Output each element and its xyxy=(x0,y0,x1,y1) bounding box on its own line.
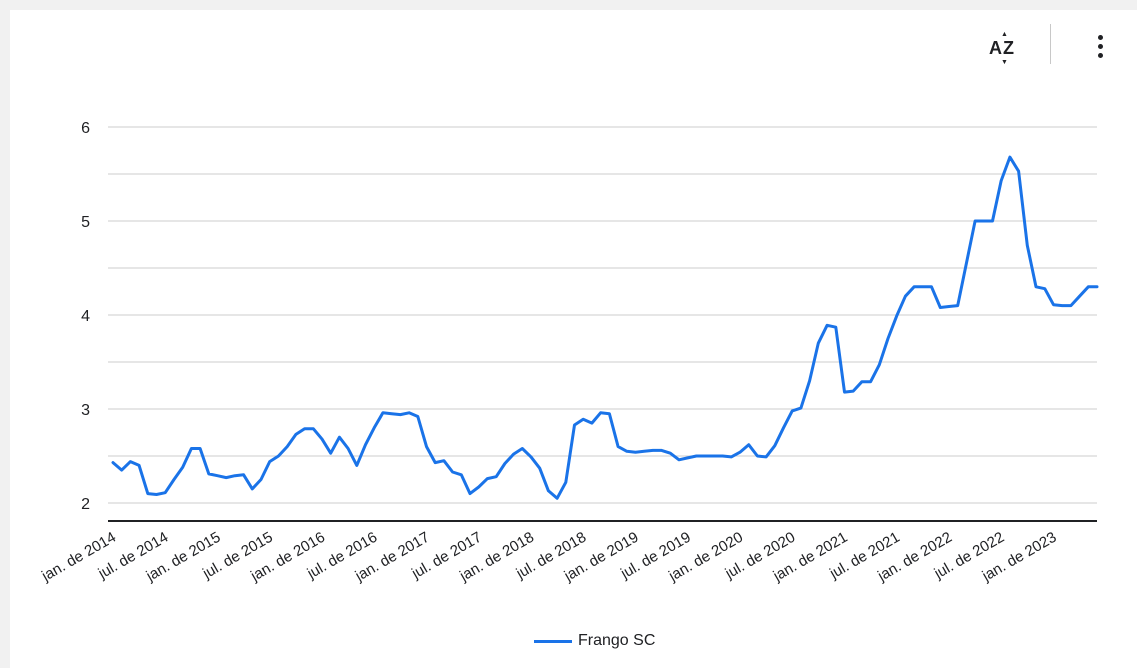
sort-az-button[interactable]: AZ ▲ ▼ xyxy=(982,30,1022,66)
chart-card: AZ ▲ ▼ 2 3 4 5 6 jan. de 2014 jul. de 2014 jan.… xyxy=(10,10,1137,668)
y-tick-label: 5 xyxy=(81,214,90,231)
y-tick-label: 2 xyxy=(81,496,90,513)
series-line-frango-sc xyxy=(111,155,1099,500)
arrow-up-icon: ▲ xyxy=(1001,30,1009,38)
legend[interactable]: Frango SC xyxy=(534,632,655,650)
y-tick-label: 6 xyxy=(81,120,90,137)
arrow-down-icon: ▼ xyxy=(1001,58,1009,66)
y-tick-label: 3 xyxy=(81,402,90,419)
y-tick-label: 4 xyxy=(81,308,90,325)
toolbar-divider xyxy=(1050,24,1051,64)
more-options-button[interactable] xyxy=(1088,30,1112,62)
legend-label: Frango SC xyxy=(578,632,656,649)
more-vert-icon xyxy=(1097,34,1103,58)
sort-az-icon: AZ ▲ ▼ xyxy=(989,30,1015,66)
legend-swatch xyxy=(534,639,572,643)
